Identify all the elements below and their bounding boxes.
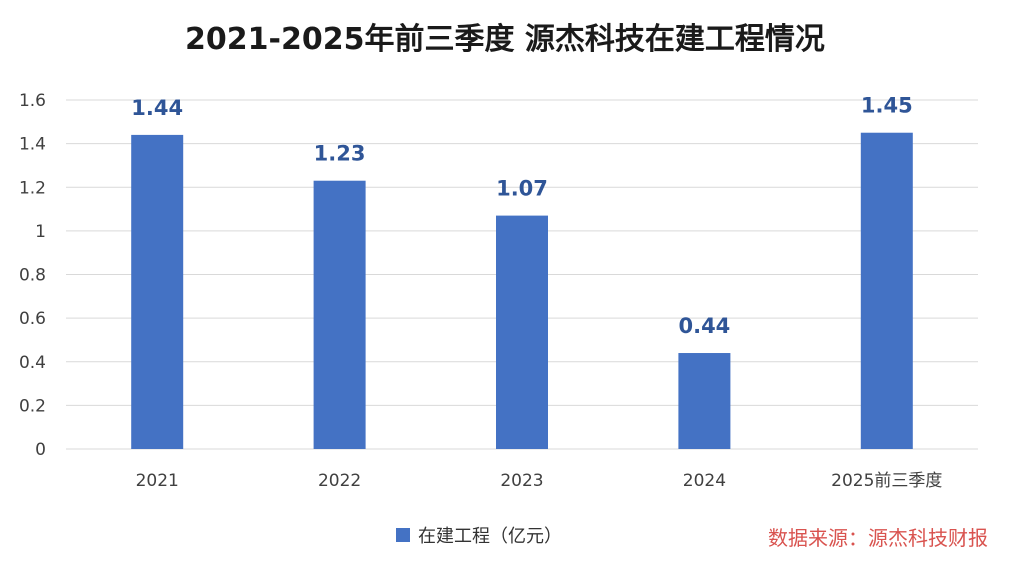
data-label: 0.44 [678, 314, 730, 338]
legend-label: 在建工程（亿元） [418, 526, 562, 547]
x-tick-label: 2021 [136, 471, 179, 491]
y-tick-label: 0.4 [19, 353, 46, 373]
y-tick-label: 0.2 [19, 396, 46, 416]
y-tick-label: 0 [35, 440, 46, 460]
bar [313, 180, 366, 450]
y-tick-label: 0.8 [19, 266, 46, 286]
y-axis-tick-labels: 0 0.2 0.4 0.6 0.8 1 1.2 1.4 1.6 [19, 91, 46, 460]
source-note: 数据来源：源杰科技财报 [768, 526, 988, 550]
x-tick-label: 2022 [318, 471, 361, 491]
x-tick-label: 2024 [683, 471, 726, 491]
y-tick-label: 1.4 [19, 135, 46, 155]
data-label: 1.44 [131, 96, 183, 120]
y-tick-label: 0.6 [19, 309, 46, 329]
chart-title: 2021-2025年前三季度 源杰科技在建工程情况 [185, 22, 825, 57]
y-tick-label: 1.2 [19, 178, 46, 198]
bars [131, 132, 913, 450]
x-tick-label: 2025前三季度 [831, 471, 942, 491]
bar [131, 134, 184, 449]
y-tick-label: 1.6 [19, 91, 46, 111]
x-tick-label: 2023 [500, 471, 543, 491]
legend-swatch [396, 528, 410, 542]
x-axis-tick-labels: 2021 2022 2023 2024 2025前三季度 [136, 471, 943, 491]
data-labels: 1.44 1.23 1.07 0.44 1.45 [131, 94, 912, 338]
data-label: 1.45 [861, 94, 913, 118]
legend: 在建工程（亿元） [396, 522, 562, 548]
y-tick-label: 1 [35, 222, 46, 242]
data-label: 1.07 [496, 177, 548, 201]
bar [678, 353, 731, 449]
bar [860, 132, 913, 449]
data-label: 1.23 [314, 142, 366, 166]
bar [496, 215, 548, 449]
